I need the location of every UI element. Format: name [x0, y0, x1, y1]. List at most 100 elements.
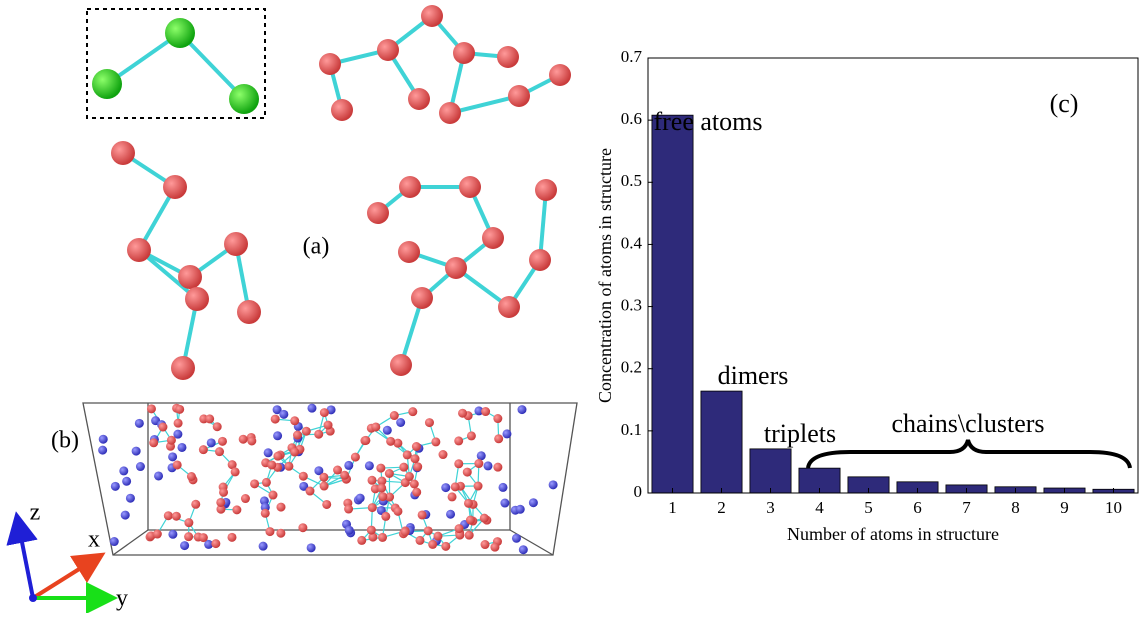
x-tick-label: 4: [815, 498, 824, 517]
atom: [237, 300, 261, 324]
atom: [474, 459, 483, 468]
atom: [110, 537, 119, 546]
atom: [482, 227, 504, 249]
atom: [477, 451, 486, 460]
atom: [405, 472, 414, 481]
atom: [396, 418, 405, 427]
atom: [172, 512, 181, 521]
atom: [232, 505, 241, 514]
atom: [424, 526, 433, 535]
atom: [381, 512, 390, 521]
atom: [413, 462, 422, 471]
atom: [269, 491, 278, 500]
axis-label: z: [30, 500, 41, 526]
y-axis-label: Concentration of atoms in structure: [595, 148, 615, 403]
atom: [147, 404, 156, 413]
atom: [490, 543, 499, 552]
atom: [231, 467, 240, 476]
atom: [122, 477, 131, 486]
atom: [398, 241, 420, 263]
atom: [371, 422, 380, 431]
x-axis-label: Number of atoms in structure: [787, 524, 999, 544]
atom: [241, 494, 250, 503]
atom: [290, 416, 299, 425]
atom: [481, 407, 490, 416]
atom: [512, 534, 521, 543]
atom: [276, 529, 285, 538]
atom: [519, 545, 528, 554]
atom: [262, 478, 271, 487]
atom: [467, 431, 476, 440]
atom: [344, 505, 353, 514]
x-tick-label: 10: [1105, 498, 1122, 517]
atom: [428, 540, 437, 549]
atom: [516, 505, 525, 514]
atom: [305, 487, 314, 496]
atom: [459, 176, 481, 198]
atom: [549, 64, 571, 86]
atom: [499, 483, 508, 492]
simulation-atoms: [98, 404, 557, 555]
atom: [393, 507, 402, 516]
atom: [453, 42, 475, 64]
atom: [111, 141, 135, 165]
atom: [276, 503, 285, 512]
atom: [412, 442, 421, 451]
atom: [390, 354, 412, 376]
atom: [164, 511, 173, 520]
annotation: dimers: [718, 361, 789, 390]
atom: [163, 175, 187, 199]
atom: [378, 533, 387, 542]
atom: [474, 482, 483, 491]
atom: [127, 238, 151, 262]
atom: [411, 287, 433, 309]
atom: [455, 524, 464, 533]
atom: [265, 527, 274, 536]
atom: [119, 466, 128, 475]
annotation: (c): [1050, 89, 1079, 118]
atom: [98, 446, 107, 455]
atom: [171, 356, 195, 380]
atom: [149, 438, 158, 447]
panel-label: (b): [51, 428, 79, 454]
atom: [410, 479, 419, 488]
atom: [412, 488, 421, 497]
atom: [121, 511, 130, 520]
atom: [259, 542, 268, 551]
atom: [451, 482, 460, 491]
atom: [216, 498, 225, 507]
atom: [502, 429, 511, 438]
atom: [167, 436, 176, 445]
atom: [211, 539, 220, 548]
bar: [750, 449, 791, 493]
atom: [184, 532, 193, 541]
atom: [218, 437, 227, 446]
atom: [307, 404, 316, 413]
atom: [408, 88, 430, 110]
atom: [229, 84, 259, 114]
atom: [480, 514, 489, 523]
atom: [247, 437, 256, 446]
atom: [418, 510, 427, 519]
atom: [185, 287, 209, 311]
atom: [361, 436, 370, 445]
x-tick-label: 6: [913, 498, 922, 517]
atom: [445, 257, 467, 279]
atom: [132, 447, 141, 456]
atom: [425, 418, 434, 427]
atom: [293, 431, 302, 440]
atom: [463, 468, 472, 477]
atom: [319, 53, 341, 75]
atom: [415, 536, 424, 545]
atom: [271, 415, 280, 424]
y-tick-label: 0.1: [621, 420, 642, 439]
annotation: chains\clusters: [891, 409, 1044, 438]
axis-label: y: [116, 586, 128, 612]
atom: [307, 543, 316, 552]
y-tick-label: 0.7: [621, 47, 643, 66]
atom: [135, 419, 144, 428]
atom: [261, 509, 270, 518]
atom: [386, 437, 395, 446]
atom: [403, 450, 412, 459]
